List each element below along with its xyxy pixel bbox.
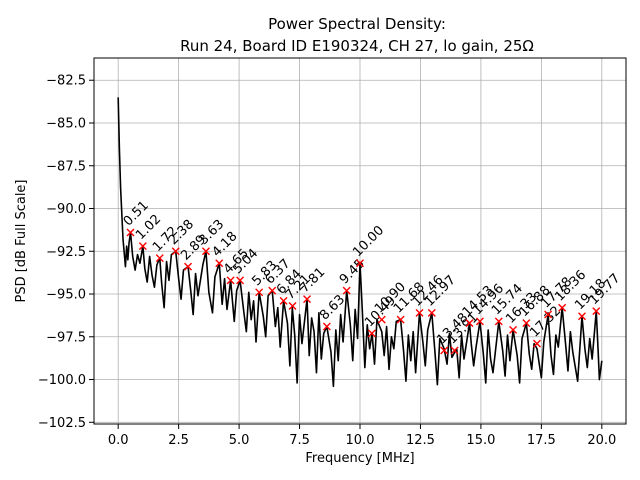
peak-marker xyxy=(236,276,245,285)
peak-marker xyxy=(201,247,210,256)
x-tick-label: 15.0 xyxy=(466,433,495,448)
y-tick-label: −85.0 xyxy=(46,116,86,131)
y-tick-label: −87.5 xyxy=(46,159,86,174)
x-tick-label: 12.5 xyxy=(406,433,435,448)
peak-marker xyxy=(322,322,331,331)
peak-marker xyxy=(377,315,386,324)
peak-marker xyxy=(465,319,474,328)
x-tick-label: 0.0 xyxy=(108,433,129,448)
peak-marker xyxy=(356,259,364,268)
x-tick-label: 10.0 xyxy=(346,433,375,448)
x-tick-label: 7.5 xyxy=(289,433,310,448)
y-tick-label: −97.5 xyxy=(46,330,86,345)
x-tick-label: 17.5 xyxy=(527,433,556,448)
peak-marker xyxy=(509,325,518,334)
peak-marker xyxy=(440,346,449,355)
peak-marker xyxy=(171,247,180,256)
y-axis-label: PSD [dB Full Scale] xyxy=(14,179,29,302)
grid xyxy=(94,58,626,424)
peak-marker xyxy=(367,329,376,338)
peak-marker xyxy=(533,339,542,348)
peak-marker xyxy=(450,346,459,355)
peak-marker xyxy=(138,242,147,251)
y-tick-label: −90.0 xyxy=(46,202,86,217)
y-tick-label: −95.0 xyxy=(46,288,86,303)
peak-marker xyxy=(592,307,601,316)
chart-title-line-1: Power Spectral Density: xyxy=(268,15,446,33)
peak-marker xyxy=(184,262,193,271)
peak-marker xyxy=(215,259,224,268)
peak-marker xyxy=(279,296,288,305)
y-tick-label: −92.5 xyxy=(46,245,86,260)
peak-marker xyxy=(303,295,312,304)
peak-marker xyxy=(126,228,135,237)
plot-frame xyxy=(93,57,627,425)
peak-marker xyxy=(342,286,351,295)
x-tick-label: 5.0 xyxy=(229,433,250,448)
peak-marker xyxy=(288,301,297,310)
chart-title-line-2: Run 24, Board ID E190324, CH 27, lo gain… xyxy=(180,37,534,55)
y-tick-label: −100.0 xyxy=(38,373,86,388)
peak-marker xyxy=(268,286,277,295)
axis-ticks: 0.0 2.5 5.0 7.5 10.0 12.5 15.0 17.5 20.0 −82.5 −85… xyxy=(38,74,616,448)
peak-markers: 0.511.021.722.382.893.634.184.655.045.83… xyxy=(121,198,623,355)
peak-marker xyxy=(494,317,503,326)
y-tick-label: −82.5 xyxy=(46,74,86,89)
peak-marker xyxy=(396,315,405,324)
peak-marker xyxy=(255,288,264,297)
peak-marker xyxy=(558,303,567,312)
peak-marker xyxy=(522,319,531,328)
x-tick-label: 2.5 xyxy=(168,433,189,448)
x-axis-label: Frequency [MHz] xyxy=(305,451,414,466)
peak-marker xyxy=(577,312,586,321)
peak-marker xyxy=(427,308,436,317)
y-tick-label: −102.5 xyxy=(38,416,86,431)
peak-marker xyxy=(226,276,235,285)
peak-marker xyxy=(475,317,484,326)
x-tick-label: 20.0 xyxy=(587,433,616,448)
peak-marker xyxy=(415,308,424,317)
peak-marker xyxy=(544,310,553,319)
peak-marker xyxy=(155,254,164,263)
